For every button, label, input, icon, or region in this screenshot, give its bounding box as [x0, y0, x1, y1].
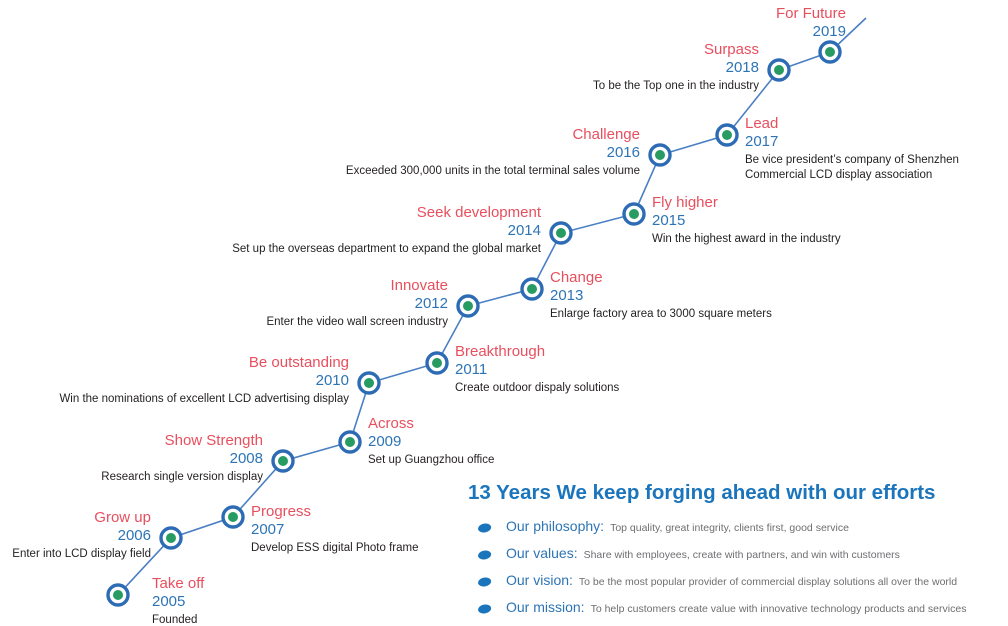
milestone-year: 2018 — [725, 59, 759, 76]
bullet-row: Our philosophy: Top quality, great integ… — [468, 518, 1008, 535]
milestone-year: 2016 — [606, 144, 640, 161]
milestone: Across 2009 Set up Guangzhou office — [368, 415, 494, 468]
bullet-text: To help customers create value with inno… — [590, 603, 967, 615]
milestone-description: Enter into LCD display field — [12, 548, 151, 560]
milestone-title: Progress — [251, 503, 312, 520]
milestone: Innovate 2012 Enter the video wall scree… — [266, 277, 448, 330]
milestone-description: Enter the video wall screen industry — [266, 316, 448, 328]
milestone-title: For Future — [775, 5, 846, 22]
milestone-title: Innovate — [390, 277, 448, 294]
milestone: Breakthrough 2011 Create outdoor dispaly… — [455, 343, 619, 396]
milestone-marker-icon — [549, 221, 573, 245]
milestone: Lead 2017 Be vice president’s company of… — [745, 115, 959, 183]
bullet-text: Share with employees, create with partne… — [583, 549, 900, 561]
milestone-description: Enlarge factory area to 3000 square mete… — [550, 308, 772, 320]
milestone-year: 2013 — [550, 287, 584, 304]
milestone-marker-icon — [425, 351, 449, 375]
milestone-marker-icon — [767, 58, 791, 82]
milestone-marker-icon — [106, 583, 130, 607]
bullet-label: Our vision: — [506, 572, 573, 588]
bullet-row: Our mission: To help customers create va… — [468, 599, 1008, 616]
milestone-title: Across — [368, 415, 414, 432]
milestone-title: Fly higher — [652, 194, 718, 211]
milestone: For Future 2019 — [776, 5, 846, 41]
milestone-title: Surpass — [703, 41, 759, 58]
milestone-marker-icon — [221, 505, 245, 529]
bullet-label: Our mission: — [506, 599, 585, 615]
bullet-label: Our values: — [506, 545, 578, 561]
milestone-year: 2015 — [652, 212, 686, 229]
milestone-title: Be outstanding — [248, 354, 349, 371]
milestone-title: Challenge — [572, 126, 640, 143]
milestone-year: 2008 — [229, 450, 263, 467]
milestone-year: 2005 — [152, 593, 186, 610]
milestone-description: Create outdoor dispaly solutions — [455, 382, 620, 394]
milestone-year: 2006 — [117, 527, 151, 544]
milestone-description: Win the highest award in the industry — [652, 233, 841, 245]
milestone-description: Founded — [152, 614, 198, 626]
milestone-title: Show Strength — [164, 432, 263, 449]
bullet-text: To be the most popular provider of comme… — [578, 576, 958, 588]
milestone-marker-icon — [520, 277, 544, 301]
milestone-description: Develop ESS digital Photo frame — [251, 542, 419, 554]
speech-bubble-icon — [476, 575, 492, 589]
milestone-marker-icon — [159, 526, 183, 550]
milestone-year: 2014 — [507, 222, 541, 239]
milestone-year: 2007 — [251, 521, 285, 538]
milestone-title: Lead — [745, 115, 779, 132]
milestone: Surpass 2018 To be the Top one in the in… — [593, 41, 759, 94]
milestone-year: 2009 — [368, 433, 402, 450]
milestone-title: Seek development — [416, 204, 541, 221]
milestone-marker-icon — [456, 294, 480, 318]
milestone-marker-icon — [715, 123, 739, 147]
milestone-marker-icon — [357, 371, 381, 395]
milestone-description: Research single version display — [101, 471, 263, 483]
milestone: Progress 2007 Develop ESS digital Photo … — [251, 503, 418, 556]
milestone-marker-icon — [648, 143, 672, 167]
bullet-row: Our values: Share with employees, create… — [468, 545, 1008, 562]
milestone-marker-icon — [622, 202, 646, 226]
milestone: Change 2013 Enlarge factory area to 3000… — [550, 269, 772, 322]
speech-bubble-icon — [476, 521, 492, 535]
milestone-year: 2012 — [414, 295, 448, 312]
milestone-description: Be vice president’s company of Shenzhen … — [745, 154, 959, 181]
milestone: Fly higher 2015 Win the highest award in… — [652, 194, 841, 247]
speech-bubble-icon — [476, 602, 492, 616]
summary-heading: 13 Years We keep forging ahead with our … — [468, 481, 936, 504]
milestone-marker-icon — [271, 449, 295, 473]
milestone-marker-icon — [338, 430, 362, 454]
milestone-year: 2010 — [315, 372, 349, 389]
milestone-description: Set up Guangzhou office — [368, 454, 495, 466]
milestone-title: Breakthrough — [455, 343, 546, 360]
bullet-text: Top quality, great integrity, clients fi… — [610, 522, 849, 534]
milestone: Take off 2005 Founded — [152, 575, 204, 626]
milestone-description: Exceeded 300,000 units in the total term… — [345, 165, 640, 177]
milestone-title: Take off — [152, 575, 205, 592]
milestone-marker-icon — [818, 40, 842, 64]
bullet-list: Our philosophy: Top quality, great integ… — [468, 518, 1008, 616]
milestone-year: 2011 — [455, 361, 488, 378]
milestone-year: 2019 — [812, 23, 846, 40]
milestone: Be outstanding 2010 Win the nominations … — [59, 354, 349, 407]
milestone-description: Win the nominations of excellent LCD adv… — [59, 393, 349, 405]
milestone-description: To be the Top one in the industry — [592, 80, 759, 92]
bullet-row: Our vision: To be the most popular provi… — [468, 572, 1008, 589]
milestone: Challenge 2016 Exceeded 300,000 units in… — [346, 126, 640, 179]
bullet-label: Our philosophy: — [506, 518, 605, 534]
milestone: Show Strength 2008 Research single versi… — [101, 432, 263, 485]
milestone-title: Change — [550, 269, 603, 286]
milestone-year: 2017 — [745, 133, 779, 150]
speech-bubble-icon — [476, 548, 492, 562]
summary-section: 13 Years We keep forging ahead with our … — [468, 481, 1008, 626]
milestone-description: Set up the overseas department to expand… — [232, 243, 541, 255]
milestone: Grow up 2006 Enter into LCD display fiel… — [12, 509, 151, 562]
milestone: Seek development 2014 Set up the oversea… — [232, 204, 541, 257]
milestone-title: Grow up — [94, 509, 151, 526]
